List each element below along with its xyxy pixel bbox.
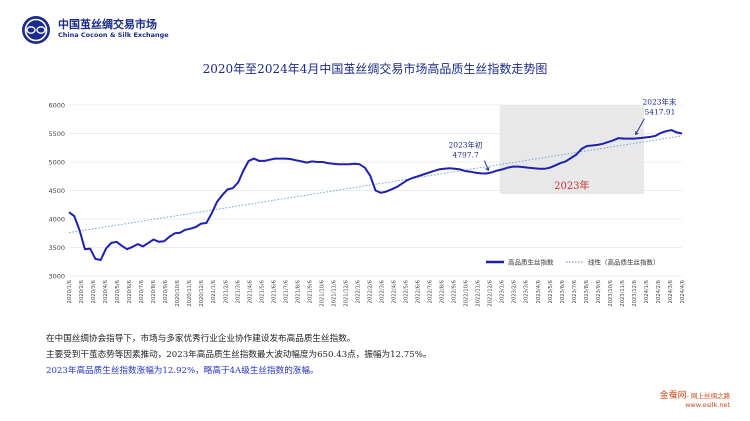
logo-name-cn: 中国茧丝绸交易市场: [58, 18, 157, 31]
y-tick-label: 4500: [48, 187, 65, 195]
x-tick-label: 2022/7/6: [428, 280, 434, 303]
x-tick-label: 2021/1/6: [211, 280, 217, 303]
x-axis: 2020/1/6 2020/2/6 2020/3/6 2020/4/6 2020/5/6…: [67, 280, 686, 307]
x-tick-label: 2021/3/6: [235, 280, 241, 303]
chart-title: 2020年至2024年4月中国茧丝绸交易市场高品质生丝指数走势图: [202, 62, 548, 76]
x-tick-label: 2023/4/6: [536, 280, 542, 303]
annotation-start-title: 2023年初: [448, 140, 482, 150]
x-tick-label: 2023/5/6: [548, 280, 554, 303]
x-tick-label: 2020/12/6: [199, 280, 205, 307]
logo-name-en: China Cocoon & Silk Exchange: [58, 31, 169, 39]
x-tick-label: 2023/2/6: [512, 280, 518, 303]
note-line-1: 在中国丝绸协会指导下，市场与多家优秀行业企业协作建设发布高品质生丝指数。: [46, 334, 356, 344]
x-tick-label: 2020/4/6: [103, 280, 109, 303]
x-tick-label: 2023/6/6: [560, 280, 566, 303]
x-tick-label: 2021/6/6: [271, 280, 277, 303]
x-tick-label: 2021/7/6: [283, 280, 289, 303]
notes-block: 在中国丝绸协会指导下，市场与多家优秀行业企业协作建设发布高品质生丝指数。 主要受…: [46, 331, 432, 379]
x-tick-label: 2021/10/6: [319, 280, 325, 307]
x-tick-label: 2020/3/6: [91, 280, 97, 303]
x-tick-label: 2022/4/6: [392, 280, 398, 303]
x-tick-label: 2022/10/6: [464, 280, 470, 307]
annotation-end-title: 2023年末: [642, 97, 677, 107]
x-tick-label: 2022/3/6: [380, 280, 386, 303]
x-tick-label: 2023/8/6: [584, 280, 590, 303]
x-tick-label: 2023/3/6: [524, 280, 530, 303]
annotation-start-arrow: [484, 160, 490, 171]
x-tick-label: 2024/4/6: [680, 280, 686, 303]
x-tick-label: 2023/10/6: [608, 280, 614, 307]
annotation-end-2023: 2023年末 5417.91: [634, 97, 677, 136]
x-tick-label: 2022/1/6: [355, 280, 361, 303]
x-tick-label: 2023/12/6: [632, 280, 638, 307]
note-line-2: 主要受到干茧态势等因素推动，2023年高品质生丝指数最大波动幅度为650.43点…: [46, 350, 432, 360]
x-tick-label: 2020/11/6: [187, 280, 193, 307]
x-tick-label: 2021/11/6: [331, 280, 337, 307]
annotation-start-2023: 2023年初 4797.7: [448, 140, 490, 171]
y-tick-label: 5000: [48, 159, 65, 167]
x-tick-label: 2020/10/6: [175, 280, 181, 307]
annotation-end-arrow: [634, 118, 645, 136]
x-tick-label: 2022/2/6: [367, 280, 373, 303]
x-tick-label: 2021/12/6: [343, 280, 349, 307]
x-tick-label: 2023/1/6: [500, 280, 506, 303]
y-tick-label: 6000: [48, 102, 65, 110]
legend-series-label: 高品质生丝指数: [508, 258, 554, 267]
x-tick-label: 2022/9/6: [452, 280, 458, 303]
x-tick-label: 2022/8/6: [440, 280, 446, 303]
y-tick-label: 5500: [48, 130, 65, 138]
x-tick-label: 2021/5/6: [259, 280, 265, 303]
y-axis: 3000 3500 4000 4500 5000 5500 6000: [48, 102, 65, 281]
y-tick-label: 4000: [48, 216, 65, 224]
x-tick-label: 2023/9/6: [596, 280, 602, 303]
chart-legend: 高品质生丝指数 线性（高品质生丝指数）: [486, 258, 660, 267]
x-tick-label: 2022/12/6: [488, 280, 494, 307]
footer-brand: 金蚕网- 网上丝绸之路 www.esilk.net: [660, 388, 730, 409]
logo-icon: [22, 16, 50, 44]
x-tick-label: 2021/9/6: [307, 280, 313, 303]
x-tick-label: 2021/4/6: [247, 280, 253, 303]
x-tick-label: 2020/8/6: [151, 280, 157, 303]
x-tick-label: 2020/1/6: [67, 280, 73, 303]
x-tick-label: 2020/2/6: [79, 280, 85, 303]
legend-trend-label: 线性（高品质生丝指数）: [588, 258, 660, 267]
y-tick-label: 3500: [48, 244, 65, 252]
x-tick-label: 2020/9/6: [163, 280, 169, 303]
footer-url[interactable]: www.esilk.net: [685, 401, 730, 409]
footer-brand-name: 金蚕网: [659, 391, 687, 401]
highlight-2023-area: [499, 105, 644, 194]
x-tick-label: 2024/1/6: [644, 280, 650, 303]
note-line-3: 2023年高品质生丝指数涨幅为12.92%，略高于4A级生丝指数的涨幅。: [46, 366, 319, 376]
series-line: [68, 129, 683, 261]
x-tick-label: 2020/7/6: [139, 280, 145, 303]
x-tick-label: 2020/6/6: [127, 280, 133, 303]
x-tick-label: 2024/3/6: [668, 280, 674, 303]
x-tick-label: 2022/5/6: [404, 280, 410, 303]
highlight-label: 2023年: [554, 179, 589, 192]
footer-slogan: - 网上丝绸之路: [686, 392, 730, 400]
annotation-start-value: 4797.7: [452, 151, 478, 160]
x-tick-label: 2021/2/6: [223, 280, 229, 303]
x-tick-label: 2022/11/6: [476, 280, 482, 307]
annotation-end-value: 5417.91: [644, 108, 675, 117]
y-tick-label: 3000: [48, 273, 65, 281]
x-tick-label: 2021/8/6: [295, 280, 301, 303]
x-tick-label: 2020/5/6: [115, 280, 121, 303]
x-tick-label: 2023/7/6: [572, 280, 578, 303]
trend-line: [68, 135, 683, 234]
x-tick-label: 2023/11/6: [620, 280, 626, 307]
x-tick-label: 2024/2/6: [656, 280, 662, 303]
x-tick-label: 2022/6/6: [416, 280, 422, 303]
